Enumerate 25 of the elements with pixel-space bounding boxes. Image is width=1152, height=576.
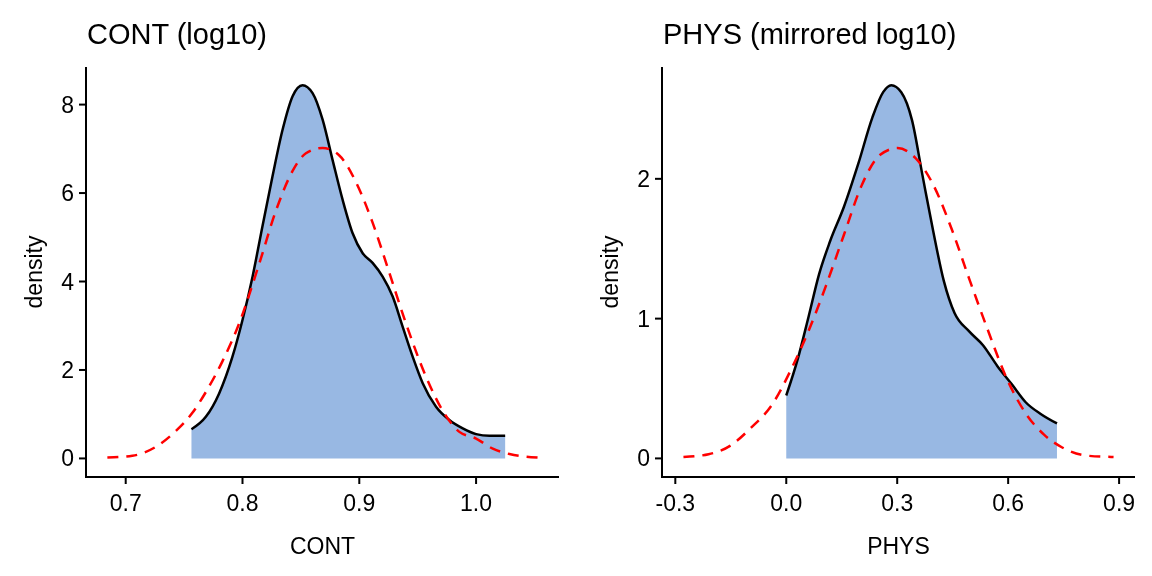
x-tick-label: 1.0 (460, 490, 493, 516)
x-axis-title: CONT (289, 533, 356, 559)
x-tick-label: 0.9 (1103, 490, 1136, 516)
chart-title: PHYS (mirrored log10) (663, 18, 957, 50)
y-tick-label: 8 (61, 91, 74, 118)
line-series (682, 146, 1115, 459)
y-axis-title: density (597, 235, 623, 309)
y-axis-title: density (21, 235, 47, 309)
x-tick-label: 0.0 (770, 490, 803, 516)
y-tick-label: 2 (61, 357, 74, 384)
x-tick-label: 0.7 (109, 490, 142, 516)
y-tick-label: 1 (637, 305, 650, 332)
x-axis-title: PHYS (867, 533, 930, 559)
x-tick-label: 0.3 (881, 490, 914, 516)
y-tick-label: 2 (637, 165, 650, 192)
x-tick-label: 0.9 (343, 490, 376, 516)
y-tick-label: 0 (637, 445, 650, 472)
chart-title: CONT (log10) (87, 18, 267, 50)
y-tick-label: 0 (61, 445, 74, 472)
line-series (106, 146, 539, 459)
y-tick-label: 4 (61, 268, 75, 295)
x-tick-label: 0.6 (992, 490, 1025, 516)
y-tick-label: 6 (61, 180, 74, 207)
x-tick-label: 0.8 (226, 490, 259, 516)
x-tick-label: -0.3 (655, 490, 696, 516)
